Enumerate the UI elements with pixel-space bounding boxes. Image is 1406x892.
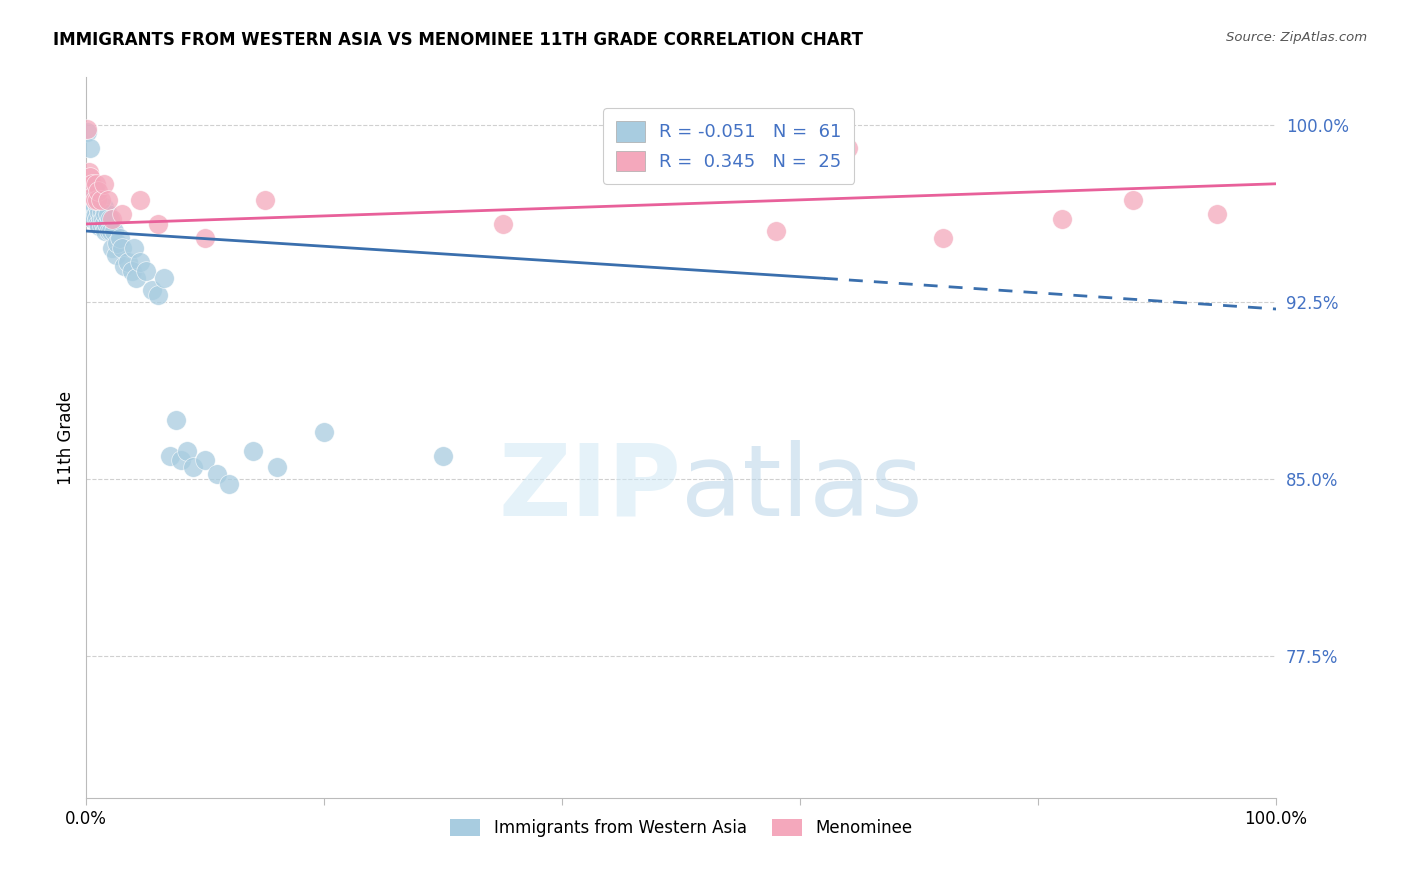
Point <box>91 212 114 227</box>
Point <box>121 264 143 278</box>
Point <box>152 271 174 285</box>
Point <box>77 165 100 179</box>
Point <box>103 224 125 238</box>
Point <box>83 184 105 198</box>
Point <box>82 195 104 210</box>
Point <box>146 288 169 302</box>
Point <box>79 169 101 184</box>
Point <box>492 217 515 231</box>
Point <box>128 194 150 208</box>
Point <box>87 201 110 215</box>
Point <box>101 241 124 255</box>
Point <box>87 184 110 198</box>
Point <box>765 224 787 238</box>
Point <box>82 188 104 202</box>
Point <box>1205 207 1227 221</box>
Point <box>128 254 150 268</box>
Point <box>82 177 104 191</box>
Point <box>218 476 240 491</box>
Point <box>242 443 264 458</box>
Point <box>86 198 108 212</box>
Point <box>432 449 454 463</box>
Point <box>1122 194 1144 208</box>
Point <box>111 207 134 221</box>
Point <box>165 413 187 427</box>
Point <box>135 264 157 278</box>
Point <box>94 207 117 221</box>
Point <box>82 212 104 227</box>
Point <box>141 283 163 297</box>
Point <box>89 219 111 234</box>
Point <box>932 231 955 245</box>
Point <box>101 212 124 227</box>
Point <box>194 453 217 467</box>
Point <box>112 260 135 274</box>
Text: atlas: atlas <box>681 440 922 537</box>
Point <box>159 449 181 463</box>
Point <box>111 241 134 255</box>
Point <box>194 231 217 245</box>
Point <box>79 141 101 155</box>
Point <box>97 207 120 221</box>
Point <box>86 194 108 208</box>
Point <box>93 201 115 215</box>
Point <box>83 201 105 215</box>
Point <box>170 453 193 467</box>
Point <box>266 460 288 475</box>
Point <box>89 205 111 219</box>
Point <box>87 217 110 231</box>
Point <box>90 194 112 208</box>
Text: Source: ZipAtlas.com: Source: ZipAtlas.com <box>1226 31 1367 45</box>
Point <box>183 460 205 475</box>
Point <box>108 231 131 245</box>
Y-axis label: 11th Grade: 11th Grade <box>58 391 75 485</box>
Point <box>77 177 100 191</box>
Point <box>76 125 98 139</box>
Point <box>96 217 118 231</box>
Point <box>84 194 107 208</box>
Point <box>176 443 198 458</box>
Text: ZIP: ZIP <box>498 440 681 537</box>
Point <box>253 194 276 208</box>
Point <box>122 241 145 255</box>
Point <box>84 207 107 221</box>
Text: IMMIGRANTS FROM WESTERN ASIA VS MENOMINEE 11TH GRADE CORRELATION CHART: IMMIGRANTS FROM WESTERN ASIA VS MENOMINE… <box>53 31 863 49</box>
Point <box>90 212 112 227</box>
Point <box>100 224 122 238</box>
Point <box>98 212 121 227</box>
Point <box>82 188 104 202</box>
Legend: Immigrants from Western Asia, Menominee: Immigrants from Western Asia, Menominee <box>444 813 918 844</box>
Point <box>84 177 107 191</box>
Point <box>93 177 115 191</box>
Point <box>146 217 169 231</box>
Point <box>76 122 98 136</box>
Point <box>117 254 139 268</box>
Point <box>97 224 120 238</box>
Point <box>80 184 103 198</box>
Point <box>90 219 112 234</box>
Point <box>105 247 128 261</box>
Point <box>80 201 103 215</box>
Point <box>837 141 859 155</box>
Point <box>125 271 148 285</box>
Point <box>79 194 101 208</box>
Point <box>90 205 112 219</box>
Point <box>314 425 336 439</box>
Point <box>83 194 105 208</box>
Point <box>105 235 128 250</box>
Point <box>97 194 120 208</box>
Point <box>93 217 115 231</box>
Point <box>82 205 104 219</box>
Point <box>94 224 117 238</box>
Point <box>205 467 228 482</box>
Point <box>1050 212 1073 227</box>
Point <box>86 212 108 227</box>
